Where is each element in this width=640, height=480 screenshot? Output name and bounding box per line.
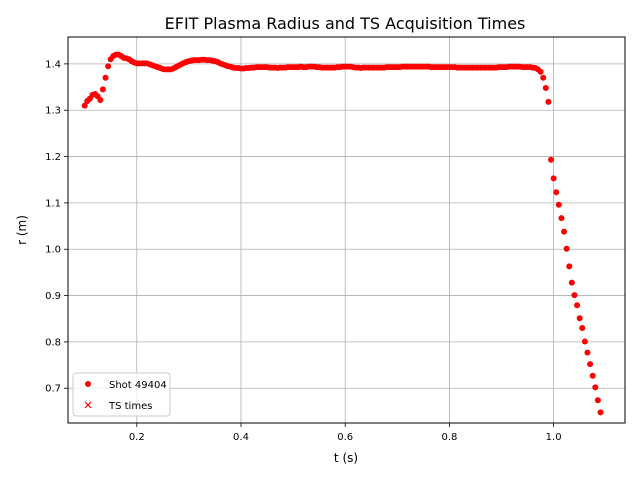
data-point bbox=[97, 97, 104, 104]
y-axis-label: r (m) bbox=[15, 215, 29, 245]
y-tick-label: 1.1 bbox=[45, 198, 61, 209]
data-point bbox=[99, 86, 106, 93]
x-tick-label: 0.2 bbox=[129, 432, 145, 443]
legend-label-shot: Shot 49404 bbox=[109, 380, 167, 391]
data-point bbox=[561, 228, 568, 235]
x-tick-label: 1.0 bbox=[546, 432, 562, 443]
data-point bbox=[558, 215, 565, 222]
data-point bbox=[581, 338, 588, 345]
data-point bbox=[574, 302, 581, 309]
x-tick-label: 0.4 bbox=[233, 432, 249, 443]
data-point bbox=[105, 63, 112, 70]
y-tick-label: 1.0 bbox=[45, 245, 61, 256]
data-point bbox=[540, 74, 547, 81]
plot-frame bbox=[67, 36, 626, 424]
y-tick-label: 1.3 bbox=[45, 106, 61, 117]
data-point bbox=[587, 361, 594, 368]
data-point bbox=[548, 156, 555, 163]
x-tick-label: 0.8 bbox=[441, 432, 457, 443]
y-tick-label: 0.9 bbox=[45, 291, 61, 302]
data-point bbox=[537, 68, 544, 75]
data-point bbox=[563, 245, 570, 252]
x-tick-label: 0.6 bbox=[337, 432, 353, 443]
data-point bbox=[555, 201, 562, 208]
grid bbox=[68, 37, 625, 423]
data-point bbox=[579, 325, 586, 332]
data-point bbox=[589, 372, 596, 379]
y-tick-label: 1.4 bbox=[45, 59, 61, 70]
x-axis: 0.2 0.4 0.6 0.8 1.0 bbox=[129, 423, 562, 443]
data-point bbox=[584, 349, 591, 356]
data-point bbox=[594, 397, 601, 404]
legend-box bbox=[72, 372, 171, 417]
data-point bbox=[592, 384, 599, 391]
data-point bbox=[542, 84, 549, 91]
data-point bbox=[102, 74, 109, 81]
legend-label-ts-times: TS times bbox=[108, 401, 152, 412]
data-point bbox=[81, 102, 88, 109]
legend-marker-shot bbox=[85, 381, 91, 387]
y-tick-label: 0.8 bbox=[45, 337, 61, 348]
chart-title: EFIT Plasma Radius and TS Acquisition Ti… bbox=[165, 14, 526, 33]
x-axis-label: t (s) bbox=[334, 451, 358, 465]
data-point bbox=[545, 98, 552, 105]
data-points bbox=[81, 51, 604, 416]
legend-marker-ts-times bbox=[84, 401, 92, 409]
data-point bbox=[568, 279, 575, 286]
data-point bbox=[597, 409, 604, 416]
legend: Shot 49404 TS times bbox=[72, 372, 171, 417]
data-point bbox=[566, 263, 573, 270]
data-point bbox=[553, 189, 560, 196]
data-point bbox=[576, 315, 583, 322]
y-axis: 0.7 0.8 0.9 1.0 1.1 1.2 1.3 1.4 bbox=[45, 59, 68, 395]
y-tick-label: 0.7 bbox=[45, 384, 61, 395]
y-tick-label: 1.2 bbox=[45, 152, 61, 163]
data-point bbox=[550, 175, 557, 182]
data-point bbox=[571, 292, 578, 299]
